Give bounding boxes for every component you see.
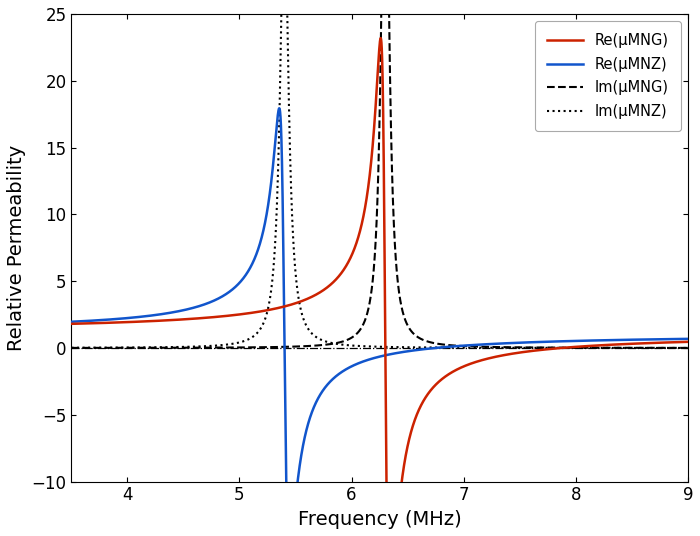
Re(μMNZ)	[509, 340, 517, 346]
Re(μMNZ)	[463, 342, 471, 348]
Re(μMNG)	[509, 351, 517, 357]
Re(μMNG)	[67, 321, 76, 327]
Y-axis label: Relative Permeability: Relative Permeability	[7, 145, 26, 351]
Im(μMNZ)	[255, 327, 263, 334]
Im(μMNG)	[109, 345, 118, 351]
Im(μMNZ)	[146, 344, 155, 351]
Re(μMNG)	[684, 339, 692, 345]
Re(μMNG)	[440, 374, 449, 381]
Re(μMNG)	[221, 313, 230, 319]
Im(μMNG)	[74, 345, 83, 351]
Im(μMNZ)	[67, 345, 76, 351]
Im(μMNZ)	[130, 344, 139, 351]
Im(μMNZ)	[208, 343, 216, 349]
Re(μMNZ)	[67, 318, 76, 325]
Re(μMNZ)	[359, 358, 368, 364]
Re(μMNG)	[359, 215, 368, 221]
Im(μMNG)	[155, 345, 164, 351]
Line: Re(μMNG): Re(μMNG)	[71, 38, 688, 536]
Im(μMNG)	[267, 344, 275, 351]
Im(μMNZ)	[101, 345, 109, 351]
Re(μMNZ)	[440, 344, 449, 351]
Im(μMNG)	[150, 345, 159, 351]
Re(μMNZ)	[221, 292, 230, 298]
Re(μMNG)	[463, 362, 471, 368]
Re(μMNZ)	[644, 336, 652, 343]
Im(μMNG)	[67, 345, 76, 351]
Line: Re(μMNZ): Re(μMNZ)	[71, 108, 688, 536]
Re(μMNG)	[644, 340, 652, 346]
Re(μMNZ)	[684, 336, 692, 342]
Re(μMNZ)	[275, 105, 284, 111]
Im(μMNZ)	[128, 344, 136, 351]
Line: Im(μMNZ): Im(μMNZ)	[71, 0, 283, 348]
Line: Im(μMNG): Im(μMNG)	[71, 0, 382, 348]
Im(μMNG)	[300, 343, 309, 349]
X-axis label: Frequency (MHz): Frequency (MHz)	[298, 510, 461, 529]
Re(μMNG)	[377, 35, 385, 41]
Legend: Re(μMNG), Re(μMNZ), Im(μMNG), Im(μMNZ): Re(μMNG), Re(μMNZ), Im(μMNG), Im(μMNZ)	[535, 21, 680, 131]
